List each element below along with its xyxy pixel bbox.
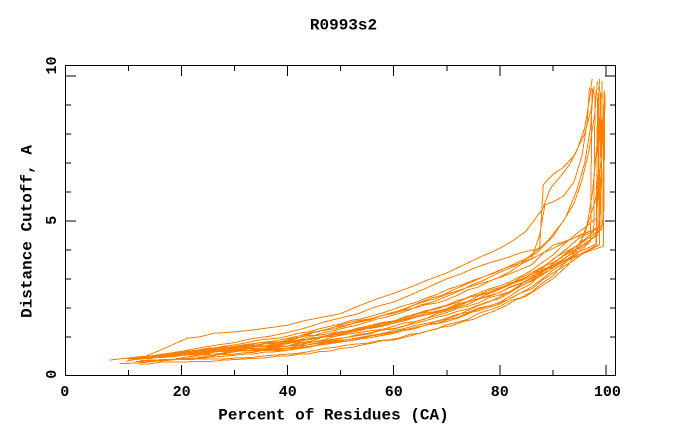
svg-text:R0993s2: R0993s2 (310, 17, 377, 35)
svg-text:0: 0 (44, 370, 61, 379)
svg-text:0: 0 (60, 384, 69, 401)
svg-text:80: 80 (491, 384, 509, 401)
svg-text:Percent of Residues (CA): Percent of Residues (CA) (218, 407, 448, 425)
svg-text:60: 60 (385, 384, 403, 401)
svg-text:40: 40 (279, 384, 297, 401)
svg-text:100: 100 (594, 384, 621, 401)
svg-text:20: 20 (173, 384, 191, 401)
svg-text:10: 10 (44, 56, 61, 74)
svg-text:5: 5 (44, 216, 61, 225)
svg-text:Distance Cutoff, A: Distance Cutoff, A (19, 145, 37, 318)
